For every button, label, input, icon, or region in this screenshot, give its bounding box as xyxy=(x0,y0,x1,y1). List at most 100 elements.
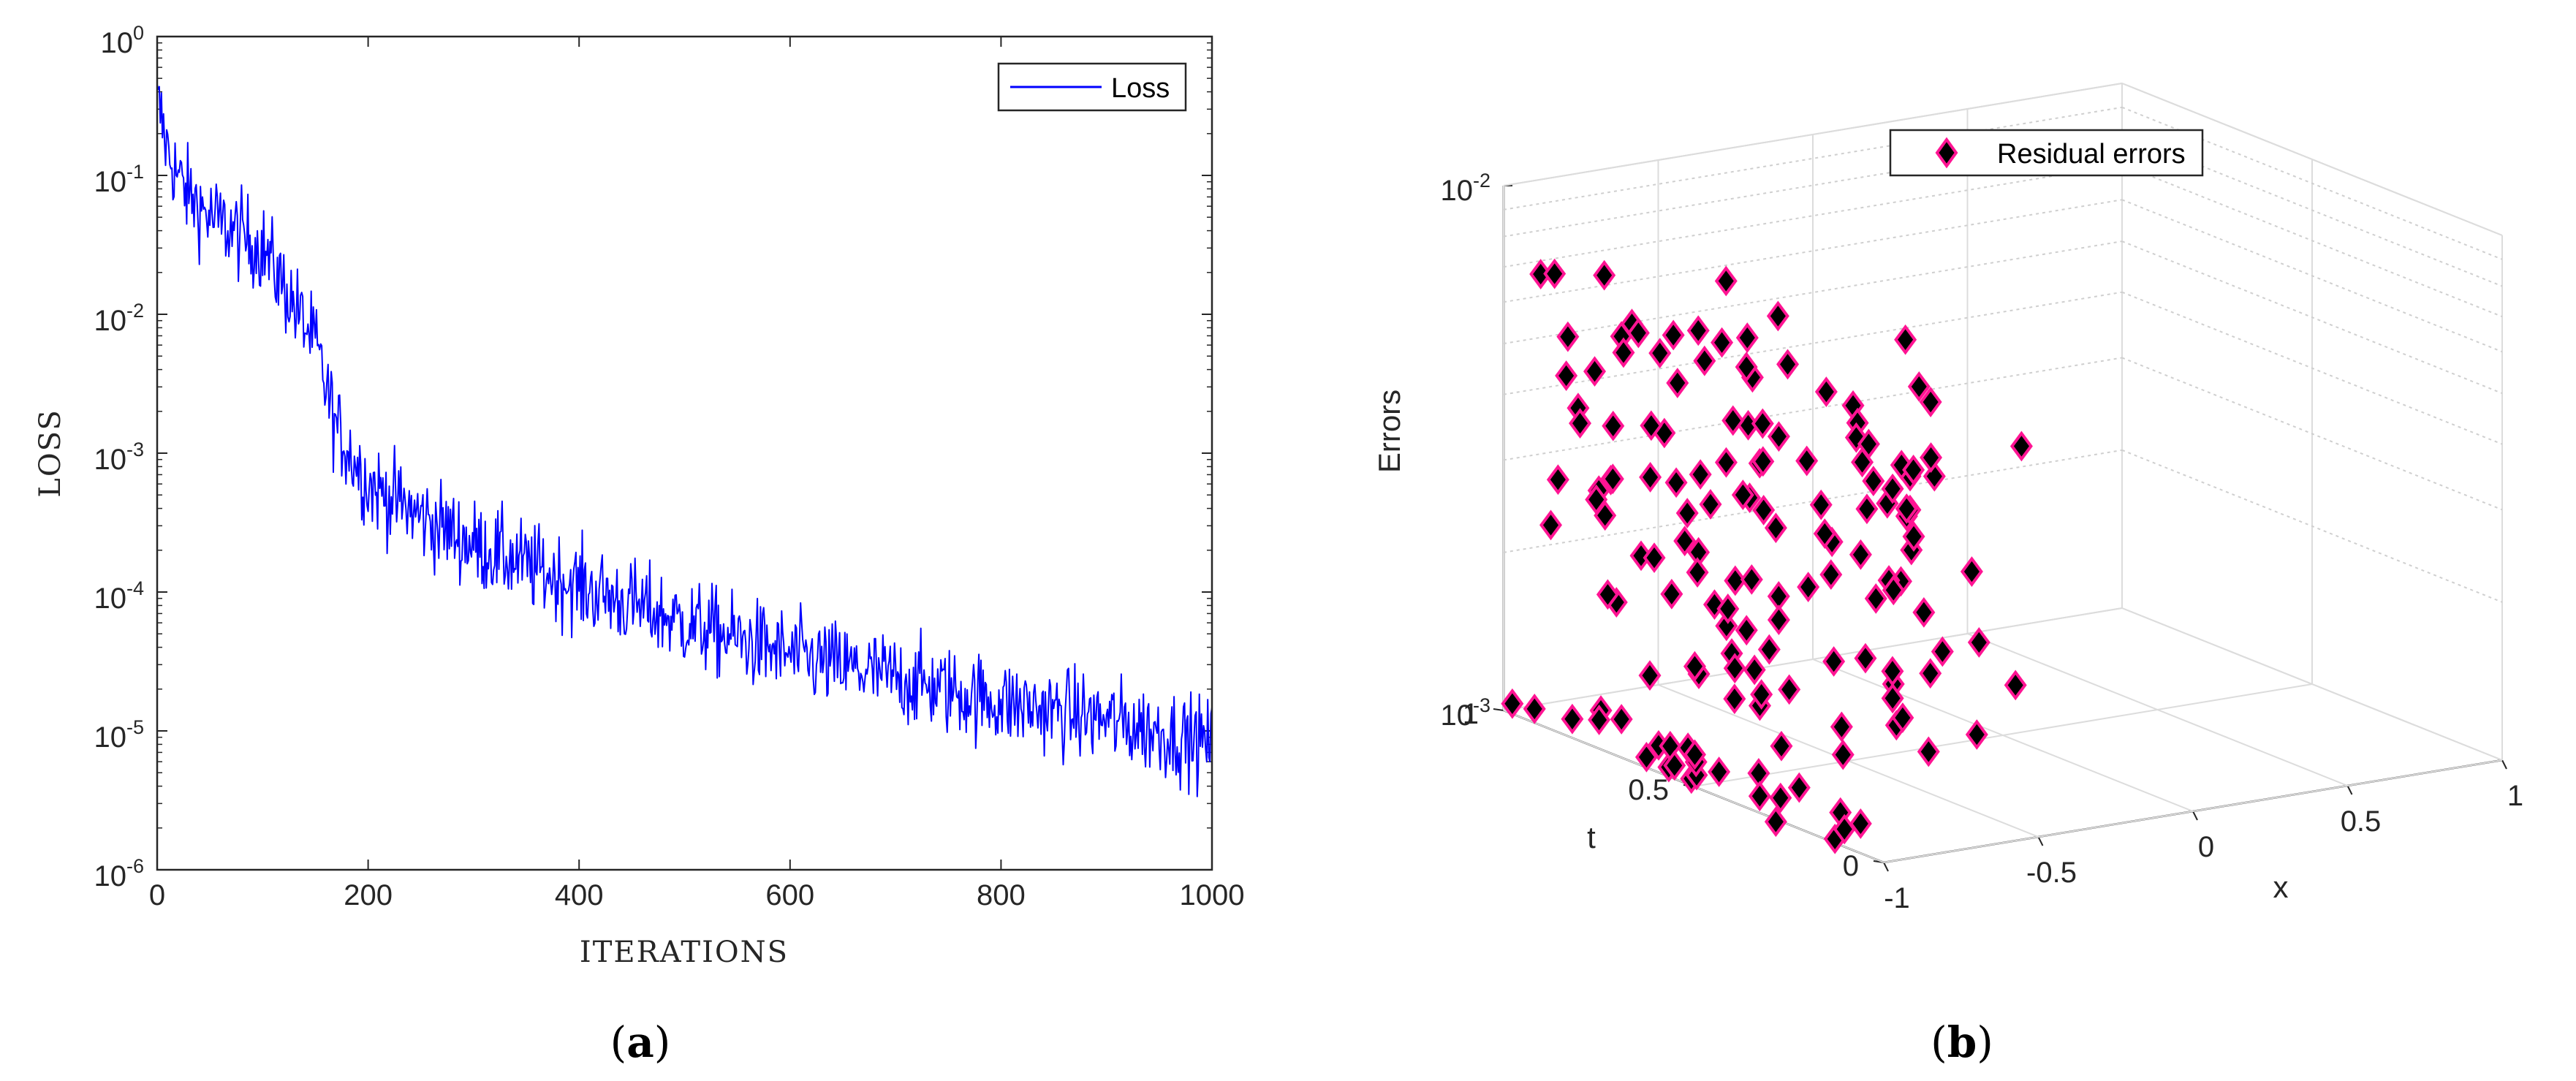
residual-point xyxy=(1895,493,1918,524)
residual-point xyxy=(1555,360,1578,391)
grid-line xyxy=(2121,83,2503,236)
residual-point xyxy=(1683,651,1706,682)
caption-b-open: ( xyxy=(1931,1017,1947,1067)
t-tick xyxy=(1493,708,1504,711)
grid-line xyxy=(1503,83,2123,186)
residual-point xyxy=(1844,422,1868,453)
residual-point xyxy=(2004,670,2027,701)
residual-point xyxy=(1767,421,1790,452)
residual-point xyxy=(1894,324,1917,355)
loss-x-tick-label: 400 xyxy=(555,879,604,911)
residual-point xyxy=(1831,739,1855,770)
grid-line xyxy=(2121,449,2503,603)
x-tick-label: 1 xyxy=(2507,780,2523,812)
residual-point xyxy=(1588,705,1611,735)
loss-plot-area xyxy=(157,37,1212,870)
residual-point xyxy=(1523,693,1546,724)
residual-point xyxy=(1752,495,1776,526)
residual-point xyxy=(1849,539,1872,570)
z-tick-label: 10-2 xyxy=(1440,170,1490,207)
x-tick-label: -0.5 xyxy=(2026,857,2077,889)
residual-point xyxy=(1666,368,1689,398)
grid-line xyxy=(1503,291,2123,395)
grid-line xyxy=(1503,607,2123,711)
grid-line xyxy=(1503,449,2123,553)
residual-point xyxy=(1640,410,1663,441)
residual-point xyxy=(1735,352,1758,383)
z-tick-label: 10-3 xyxy=(1440,694,1490,732)
x-tick xyxy=(2346,785,2353,795)
residual-point xyxy=(1965,719,1988,750)
residual-point xyxy=(1711,327,1734,358)
x-tick-label: -1 xyxy=(1884,882,1910,914)
svg-text:(b): (b) xyxy=(1931,1017,1993,1067)
residual-x-axis-label: x xyxy=(2273,870,2289,904)
t-tick-label: 0.5 xyxy=(1628,774,1669,806)
loss-x-tick-label: 0 xyxy=(149,879,165,911)
residual-point xyxy=(1766,300,1789,332)
loss-series-line xyxy=(156,84,1213,797)
residual-point xyxy=(1891,702,1914,733)
residual-point xyxy=(1689,459,1712,490)
residual-point xyxy=(1612,337,1635,368)
residual-legend-label: Residual errors xyxy=(1997,139,2186,170)
residual-point xyxy=(1931,636,1954,667)
residual-point xyxy=(1864,583,1887,614)
t-tick-label: 0 xyxy=(1843,850,1859,882)
residual-point xyxy=(1686,315,1710,346)
residual-point xyxy=(2009,430,2033,462)
residual-point xyxy=(1561,703,1584,735)
residual-point xyxy=(1890,450,1913,481)
residual-point xyxy=(1764,806,1787,838)
residual-point xyxy=(1912,596,1936,628)
grid-line xyxy=(2121,199,2503,353)
residual-point xyxy=(1778,674,1801,705)
loss-y-axis-label: LOSS xyxy=(34,409,67,497)
residual-point xyxy=(1770,730,1793,762)
residual-points xyxy=(1501,258,2033,854)
residual-point xyxy=(1539,509,1562,541)
x-tick-label: 0.5 xyxy=(2341,805,2382,838)
residual-point xyxy=(1764,512,1787,544)
residual-point xyxy=(1743,654,1766,686)
grid-line xyxy=(2121,164,2503,318)
residual-point xyxy=(1662,319,1685,351)
residual-point xyxy=(1750,679,1773,710)
residual-point xyxy=(1593,259,1616,291)
residual-point xyxy=(1639,462,1662,493)
loss-y-tick-label: 10-2 xyxy=(94,300,144,337)
grid-line xyxy=(2121,607,2503,761)
residual-point xyxy=(1629,540,1653,572)
residual-point xyxy=(1556,321,1580,352)
residual-point xyxy=(1610,704,1633,735)
residual-point xyxy=(1822,646,1846,677)
residual-point xyxy=(1714,265,1738,297)
residual-point xyxy=(1830,711,1853,743)
loss-legend-label: Loss xyxy=(1111,73,1170,104)
residual-point xyxy=(1501,688,1524,719)
caption-b-letter: b xyxy=(1947,1017,1977,1067)
residual-point xyxy=(1546,464,1569,496)
x-tick xyxy=(2037,836,2044,846)
residual-point xyxy=(1716,593,1740,624)
residual-point xyxy=(1594,500,1617,531)
residual-point xyxy=(1648,338,1672,369)
residual-point xyxy=(1748,781,1771,812)
residual-legend-marker xyxy=(1935,137,1958,169)
residual-point xyxy=(1881,473,1904,504)
residual-t-axis-label: t xyxy=(1587,820,1596,854)
grid-line xyxy=(1883,759,2503,863)
residual-point xyxy=(1922,460,1946,492)
loss-x-tick-label: 800 xyxy=(977,879,1026,911)
residual-point xyxy=(1673,526,1697,557)
loss-x-tick-labels: 0 200 400 600 800 1000 xyxy=(149,879,1245,911)
residual-point xyxy=(1724,565,1747,596)
svg-text:(a): (a) xyxy=(610,1017,671,1067)
residual-point xyxy=(1675,498,1699,528)
loss-y-tick-label: 10-1 xyxy=(94,161,144,198)
residual-point xyxy=(1960,556,1983,587)
residual-point xyxy=(1735,615,1758,646)
residual-point xyxy=(1769,782,1792,813)
